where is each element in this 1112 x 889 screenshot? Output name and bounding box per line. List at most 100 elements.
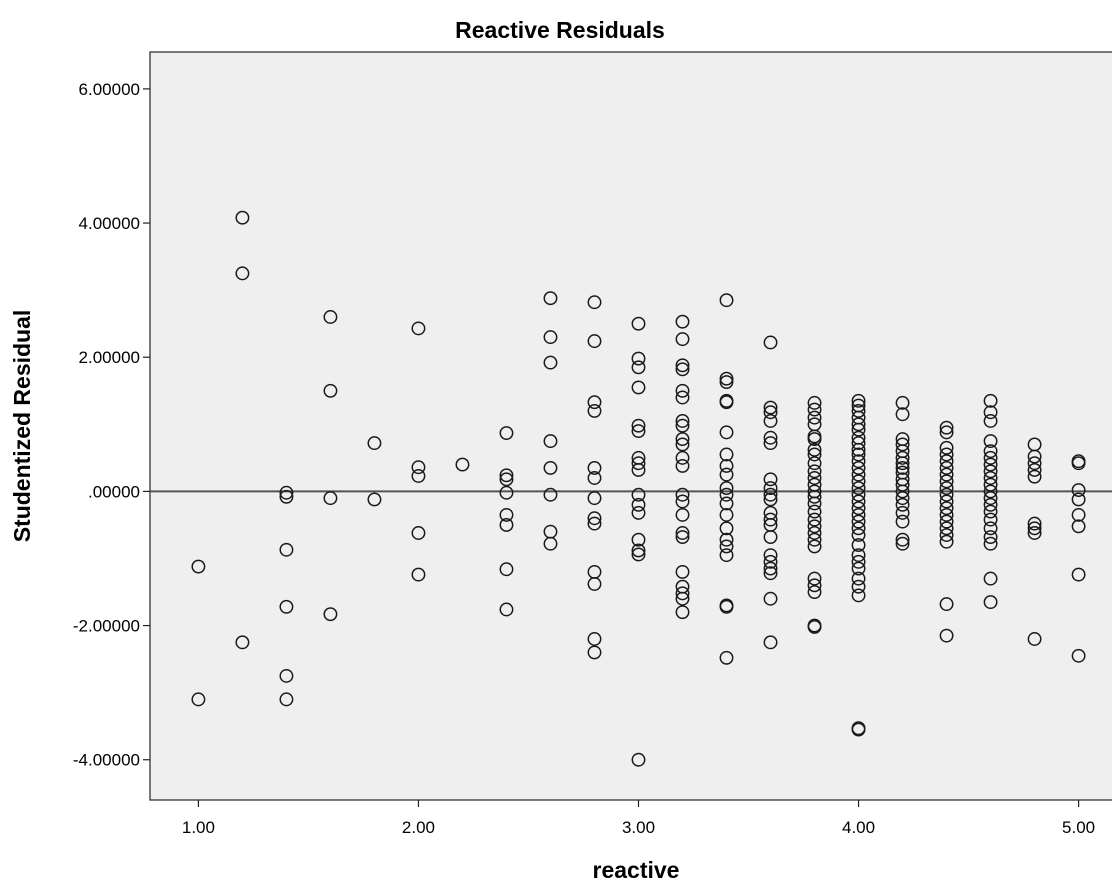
chart-title: Reactive Residuals	[455, 17, 665, 43]
data-point	[719, 371, 734, 386]
data-point	[1027, 526, 1042, 540]
data-point	[763, 335, 778, 350]
data-point	[1071, 456, 1086, 471]
data-point	[763, 430, 778, 445]
data-point	[587, 295, 602, 310]
data-point	[631, 497, 646, 512]
data-point	[807, 410, 822, 425]
data-point	[807, 456, 822, 471]
data-point	[763, 548, 778, 563]
data-point	[983, 521, 998, 536]
data-point	[851, 554, 866, 569]
data-point	[763, 405, 778, 420]
data-point	[719, 458, 734, 473]
data-point	[895, 532, 910, 547]
data-point	[631, 462, 646, 477]
data-point	[851, 403, 866, 418]
data-point	[279, 692, 294, 707]
data-point	[851, 481, 866, 496]
data-point	[719, 481, 734, 496]
data-point	[675, 390, 690, 405]
data-point	[807, 519, 822, 534]
data-point	[807, 432, 822, 447]
data-point	[455, 457, 470, 472]
data-point	[675, 526, 690, 540]
data-point	[1071, 648, 1086, 663]
data-point	[367, 492, 382, 507]
data-point	[675, 586, 690, 601]
data-point	[763, 591, 778, 606]
data-point	[631, 547, 646, 562]
data-point	[675, 437, 690, 452]
data-point	[675, 507, 690, 522]
data-point	[807, 619, 822, 634]
data-point	[587, 403, 602, 418]
data-point	[983, 477, 998, 492]
data-point	[983, 512, 998, 527]
data-point	[543, 460, 558, 475]
data-point	[851, 460, 866, 475]
data-point	[411, 460, 426, 475]
data-points	[191, 210, 1086, 767]
data-point	[983, 471, 998, 485]
data-point	[939, 514, 954, 529]
data-point	[983, 450, 998, 465]
data-point	[807, 504, 822, 519]
data-point	[983, 491, 998, 506]
data-point	[719, 539, 734, 554]
data-point	[719, 293, 734, 308]
y-tick-label: 6.00000	[79, 80, 140, 99]
data-point	[719, 599, 734, 614]
data-point	[807, 402, 822, 417]
data-point	[279, 668, 294, 683]
data-point	[587, 516, 602, 531]
data-point	[1027, 456, 1042, 471]
data-point	[675, 487, 690, 502]
data-point	[895, 407, 910, 422]
data-point	[675, 314, 690, 329]
data-point	[939, 534, 954, 549]
data-point	[851, 487, 866, 502]
data-point	[323, 491, 338, 506]
x-axis: 1.00 2.00 3.00 4.00 5.00	[182, 800, 1095, 837]
data-point	[807, 585, 822, 599]
data-point	[499, 518, 514, 532]
data-point	[719, 496, 734, 511]
data-point	[719, 507, 734, 522]
data-point	[807, 496, 822, 511]
data-point	[675, 383, 690, 398]
data-point	[1027, 462, 1042, 477]
data-point	[983, 444, 998, 459]
data-point	[631, 532, 646, 547]
data-point	[675, 591, 690, 606]
data-point	[895, 497, 910, 512]
data-point	[675, 332, 690, 347]
data-point	[939, 460, 954, 475]
data-point	[939, 501, 954, 516]
data-point	[807, 571, 822, 586]
data-point	[763, 487, 778, 502]
data-point	[323, 383, 338, 398]
data-point	[543, 536, 558, 551]
data-point	[807, 532, 822, 547]
data-point	[719, 487, 734, 502]
data-point	[939, 425, 954, 440]
data-point	[1027, 469, 1042, 484]
data-point	[499, 562, 514, 577]
data-point	[279, 542, 294, 557]
data-point	[939, 628, 954, 643]
data-point	[851, 393, 866, 408]
data-point	[1027, 516, 1042, 531]
data-point	[851, 454, 866, 469]
data-point	[763, 414, 778, 428]
data-point	[895, 514, 910, 529]
y-tick-label: 4.00000	[79, 214, 140, 233]
data-point	[763, 554, 778, 569]
data-point	[279, 485, 294, 500]
data-point	[543, 434, 558, 449]
data-point	[1071, 507, 1086, 522]
data-point	[851, 528, 866, 542]
data-point	[631, 505, 646, 520]
data-point	[895, 450, 910, 465]
